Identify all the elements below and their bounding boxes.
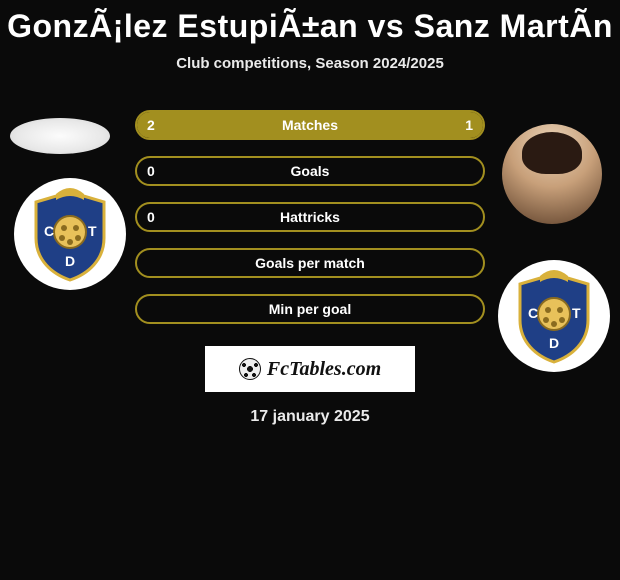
stat-row: 2 Matches 1 [135,110,485,140]
svg-text:T: T [572,305,581,321]
shield-icon: C T D [512,268,596,364]
stat-value-left: 2 [147,117,155,133]
comparison-subtitle: Club competitions, Season 2024/2025 [0,55,620,72]
stat-row: 0 Goals [135,156,485,186]
branding-text: FcTables.com [267,358,381,381]
stat-row: Goals per match [135,248,485,278]
shield-icon: C T D [28,186,112,282]
stat-label: Matches [282,117,338,133]
player-left-avatar-placeholder [10,118,110,154]
svg-text:C: C [528,305,538,321]
soccer-ball-icon [239,358,261,380]
stat-label: Goals per match [255,255,365,271]
comparison-title: GonzÃ¡lez EstupiÃ±an vs Sanz MartÃ­n [0,0,620,45]
svg-text:T: T [88,223,97,239]
stat-row: 0 Hattricks [135,202,485,232]
generated-date: 17 january 2025 [0,408,620,426]
svg-text:D: D [549,335,559,351]
branding-badge: FcTables.com [205,346,415,392]
club-crest-left: C T D [14,178,126,290]
club-crest-right: C T D [498,260,610,372]
stat-label: Goals [291,163,330,179]
svg-text:D: D [65,253,75,269]
stat-value-left: 0 [147,209,155,225]
stat-label: Min per goal [269,301,351,317]
stat-row: Min per goal [135,294,485,324]
player-right-avatar [502,124,602,224]
stat-label: Hattricks [280,209,340,225]
stat-value-left: 0 [147,163,155,179]
svg-text:C: C [44,223,54,239]
stat-value-right: 1 [465,117,473,133]
